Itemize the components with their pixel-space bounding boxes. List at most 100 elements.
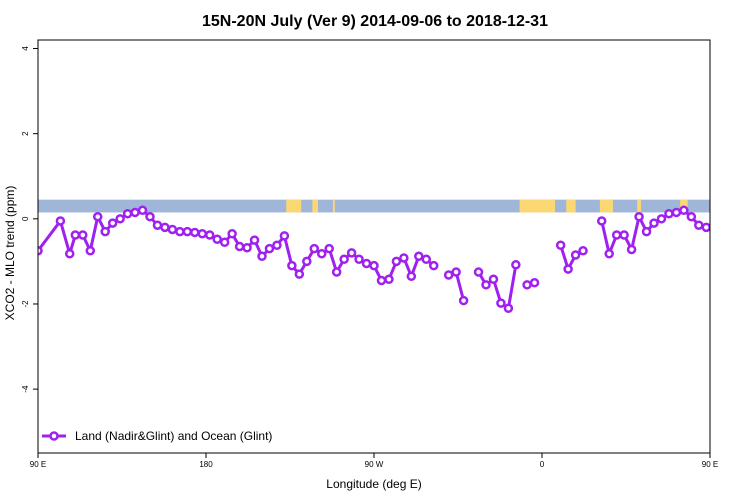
data-point — [302, 256, 312, 267]
legend-marker — [49, 431, 59, 441]
data-point — [115, 214, 125, 224]
data-point — [604, 248, 614, 259]
land-segment — [599, 199, 613, 213]
data-point — [175, 226, 185, 237]
chart-title: 15N-20N July (Ver 9) 2014-09-06 to 2018-… — [202, 13, 548, 30]
x-tick-label: 0 — [540, 460, 545, 469]
x-tick-label: 90 W — [365, 460, 384, 469]
x-tick-label: 180 — [199, 460, 213, 469]
ocean-land-band — [38, 199, 710, 213]
data-point — [391, 256, 402, 267]
land-segment — [566, 199, 576, 213]
legend-label: Land (Nadir&Glint) and Ocean (Glint) — [75, 429, 272, 443]
data-point — [167, 224, 178, 235]
y-tick-label: 0 — [21, 216, 30, 221]
data-point — [399, 253, 409, 263]
data-point — [316, 248, 327, 259]
land-segment — [637, 199, 641, 213]
data-point — [272, 240, 282, 250]
data-point — [287, 260, 297, 271]
data-point — [596, 216, 607, 226]
x-tick-label: 90 E — [30, 460, 46, 469]
data-point — [227, 228, 237, 239]
data-point — [55, 216, 66, 226]
data-point — [406, 271, 417, 282]
data-point — [100, 226, 110, 237]
data-point — [686, 211, 697, 222]
y-tick-label: -2 — [21, 300, 30, 308]
data-point — [369, 260, 379, 271]
data-point — [511, 260, 521, 270]
data-point — [92, 211, 103, 222]
land-segment — [312, 199, 318, 213]
data-point — [481, 280, 491, 290]
plot-frame — [37, 39, 711, 454]
data-point — [145, 211, 155, 222]
data-point — [197, 228, 208, 239]
data-point — [619, 230, 629, 240]
data-point — [339, 254, 349, 265]
x-tick-label: 90 E — [702, 460, 718, 469]
data-point — [679, 205, 689, 216]
data-point — [634, 211, 644, 222]
data-point — [428, 260, 439, 271]
data-point — [294, 269, 305, 279]
data-point — [309, 243, 320, 254]
data-point — [694, 220, 704, 230]
data-point — [641, 226, 652, 237]
data-point — [488, 274, 499, 285]
data-point — [563, 264, 573, 274]
data-point — [496, 298, 506, 308]
data-point — [354, 254, 364, 265]
data-point — [242, 243, 252, 253]
data-point — [137, 205, 148, 216]
land-segment — [519, 199, 556, 213]
data-point — [249, 235, 260, 245]
data-point — [160, 222, 170, 233]
data-point — [529, 277, 540, 288]
data-point — [664, 208, 674, 219]
data-point — [107, 218, 118, 228]
data-point — [130, 207, 140, 218]
data-point — [503, 303, 514, 313]
data-point — [611, 230, 622, 240]
data-point — [414, 251, 424, 262]
y-tick-label: 2 — [21, 131, 30, 136]
data-point — [376, 275, 387, 286]
data-point — [219, 237, 230, 247]
y-tick-label: -4 — [21, 385, 30, 393]
data-point — [443, 270, 454, 280]
x-axis: 90 E 180 90 W 0 90 E — [30, 453, 718, 469]
data-point — [626, 244, 637, 255]
data-point — [38, 246, 43, 256]
y-axis: -4 -2 0 2 4 — [21, 46, 38, 393]
data-point — [522, 280, 532, 290]
data-point — [152, 220, 163, 230]
data-point — [331, 267, 342, 277]
data-point — [649, 218, 659, 228]
data-point — [555, 240, 566, 250]
data-point — [257, 251, 267, 262]
data-point — [473, 267, 484, 277]
data-point — [324, 243, 334, 254]
data-point — [346, 248, 357, 258]
data-point — [671, 207, 682, 218]
legend: Land (Nadir&Glint) and Ocean (Glint) — [42, 429, 272, 443]
data-point — [234, 241, 245, 252]
data-point — [264, 243, 275, 254]
data-point — [212, 234, 222, 245]
data-point — [451, 267, 461, 277]
y-tick-label: 4 — [21, 46, 30, 51]
data-point — [85, 246, 96, 256]
data-point — [701, 222, 710, 233]
data-point — [279, 231, 290, 241]
land-segment — [286, 199, 302, 213]
data-point — [384, 274, 394, 285]
data-point — [190, 227, 200, 238]
y-axis-label: XCO2 - MLO trend (ppm) — [3, 186, 17, 321]
data-point — [64, 248, 75, 259]
data-point — [458, 295, 469, 306]
data-point — [656, 214, 667, 224]
data-point — [204, 230, 215, 240]
data-point — [578, 246, 588, 256]
